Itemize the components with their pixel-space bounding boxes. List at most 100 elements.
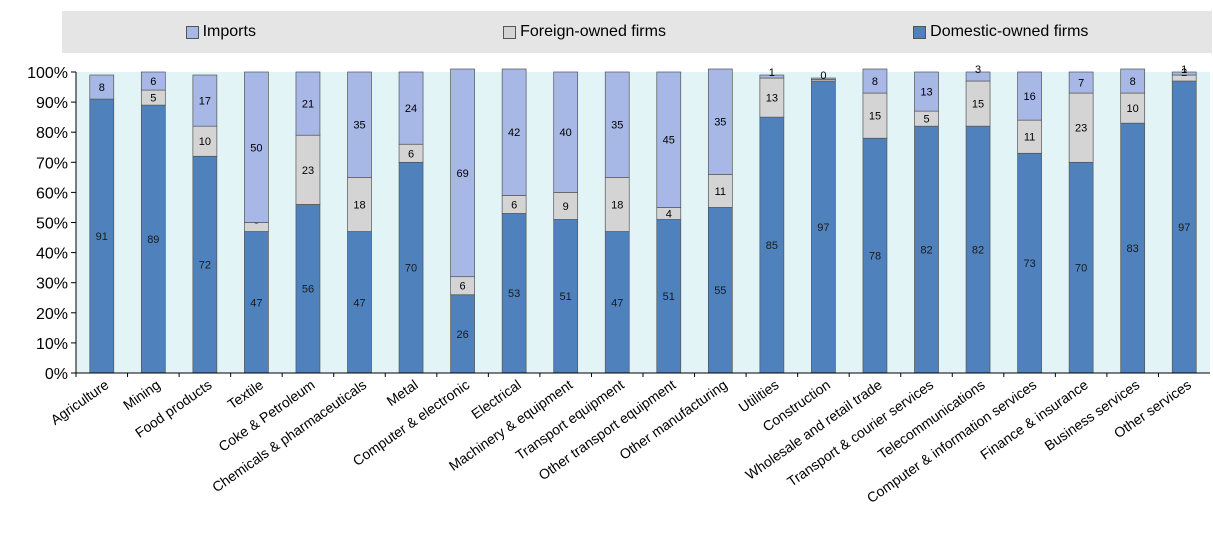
data-label: 0: [820, 70, 826, 82]
y-tick-label: 80%: [36, 125, 68, 142]
data-label: 15: [972, 99, 984, 111]
x-tick-label: Business services: [1041, 376, 1142, 453]
data-label: 56: [302, 284, 314, 296]
bar-segment: [140, 71, 166, 91]
data-label: 11: [1024, 132, 1035, 144]
bar-segment: [862, 137, 888, 374]
data-label: 18: [611, 199, 623, 211]
bar-segment: [1017, 119, 1042, 154]
y-tick-label: 100%: [27, 65, 68, 82]
data-label: 50: [250, 142, 262, 154]
bar-segment: [553, 219, 579, 374]
bar-segment: [707, 173, 733, 208]
data-label: 17: [199, 96, 211, 108]
data-label: 69: [456, 168, 468, 180]
y-tick-label: 40%: [36, 246, 68, 263]
bar-segment: [914, 71, 939, 112]
data-label: 82: [972, 245, 984, 257]
bar-segment: [1068, 161, 1094, 374]
bar-segment: [604, 177, 630, 232]
x-tick-label: Agriculture: [47, 376, 111, 428]
data-label: 13: [920, 87, 932, 99]
data-label: 9: [563, 201, 569, 213]
data-label: 6: [511, 199, 517, 211]
y-tick-label: 60%: [36, 185, 68, 202]
bar-segment: [707, 207, 733, 374]
y-tick-label: 20%: [36, 306, 68, 323]
data-label: 6: [150, 76, 156, 88]
bar-segment: [347, 177, 372, 232]
data-label: 6: [408, 148, 414, 160]
bar-segment: [759, 74, 785, 79]
data-label: 13: [766, 93, 778, 105]
legend-label-imports: Imports: [202, 23, 256, 40]
bar-segment: [759, 116, 785, 374]
data-label: 82: [920, 245, 932, 257]
x-tick-label: Utilities: [735, 376, 781, 415]
bar-segment: [244, 231, 269, 374]
data-label: 15: [869, 111, 881, 123]
data-label: 8: [872, 76, 878, 88]
bar-segment: [811, 80, 836, 374]
data-label: 47: [353, 297, 365, 309]
data-label: 97: [817, 222, 829, 234]
bar-segment: [89, 98, 115, 374]
bar-segment: [1120, 92, 1146, 124]
bar-segment: [604, 71, 630, 178]
bar-segment: [1068, 92, 1094, 163]
data-label: 11: [715, 186, 726, 198]
data-label: 10: [199, 136, 211, 148]
data-label: 16: [1023, 91, 1035, 103]
x-tick-label: Mining: [120, 376, 163, 413]
data-label: 1: [1181, 64, 1187, 76]
data-label: 4: [666, 208, 672, 220]
y-tick-label: 70%: [36, 155, 68, 172]
data-label: 35: [611, 120, 623, 132]
legend-swatch-domestic: [913, 25, 927, 39]
x-tick-label: Textile: [224, 376, 266, 412]
y-tick-label: 90%: [36, 95, 68, 112]
bar-segment: [398, 71, 424, 145]
data-label: 97: [1178, 222, 1190, 234]
bar-segment: [295, 71, 321, 136]
bar-segment: [965, 80, 991, 127]
data-label: 51: [663, 291, 675, 303]
bar-segment: [811, 77, 836, 80]
bar-segment: [862, 92, 888, 139]
bar-segment: [295, 204, 321, 374]
bar-segment: [192, 74, 218, 127]
legend-swatch-imports: [185, 25, 199, 39]
data-label: 26: [456, 329, 468, 341]
data-label: 7: [1078, 78, 1084, 90]
bar-segment: [553, 192, 579, 220]
bar-segment: [398, 161, 424, 374]
data-label: 24: [405, 103, 417, 115]
data-label: 45: [663, 135, 675, 147]
data-label: 35: [353, 120, 365, 132]
data-label: 83: [1127, 243, 1139, 255]
data-label: 91: [96, 231, 108, 243]
data-label: 6: [460, 281, 466, 293]
bar-segment: [1120, 122, 1146, 374]
y-tick-label: 10%: [36, 336, 68, 353]
bar-segment: [965, 125, 991, 374]
bar-segment: [707, 68, 733, 175]
bar-segment: [1068, 71, 1094, 94]
data-label: 8: [1130, 76, 1136, 88]
x-tick-label: Metal: [384, 376, 421, 409]
bar-segment: [89, 74, 115, 100]
bar-segment: [914, 125, 939, 374]
bar-segment: [1120, 68, 1146, 94]
bar-segment: [347, 71, 372, 178]
y-tick-label: 0%: [45, 366, 68, 383]
legend-item-imports: Imports: [185, 23, 256, 41]
data-label: 21: [302, 99, 314, 111]
data-label: 53: [508, 288, 520, 300]
bar-segment: [501, 68, 527, 196]
y-tick-label: 50%: [36, 216, 68, 233]
bar-segment: [347, 231, 372, 374]
bar-segment: [656, 71, 682, 208]
bar-segment: [244, 71, 269, 223]
